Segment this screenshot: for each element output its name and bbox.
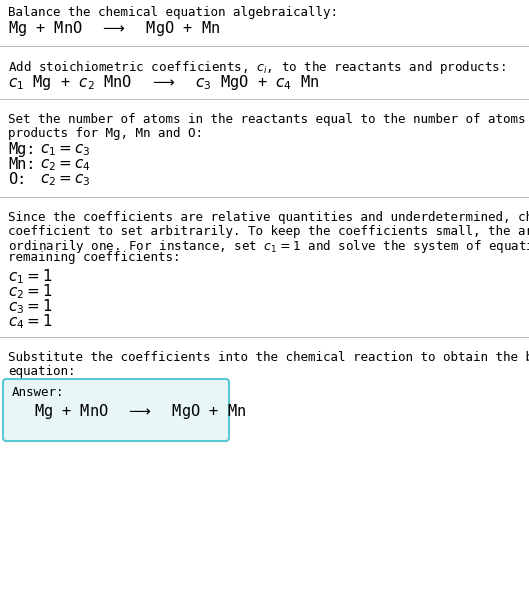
Text: $c_1 = c_3$: $c_1 = c_3$	[40, 142, 90, 158]
Text: Set the number of atoms in the reactants equal to the number of atoms in the: Set the number of atoms in the reactants…	[8, 113, 529, 126]
Text: Substitute the coefficients into the chemical reaction to obtain the balanced: Substitute the coefficients into the che…	[8, 351, 529, 364]
Text: Mg + MnO  $\longrightarrow$  MgO + Mn: Mg + MnO $\longrightarrow$ MgO + Mn	[8, 19, 220, 39]
Text: Mg:: Mg:	[8, 142, 35, 157]
Text: $c_2 = c_3$: $c_2 = c_3$	[40, 172, 90, 188]
Text: $c_3 = 1$: $c_3 = 1$	[8, 297, 52, 316]
Text: ordinarily one. For instance, set $c_1 = 1$ and solve the system of equations fo: ordinarily one. For instance, set $c_1 =…	[8, 238, 529, 255]
Text: $c_4 = 1$: $c_4 = 1$	[8, 312, 52, 330]
Text: Add stoichiometric coefficients, $c_i$, to the reactants and products:: Add stoichiometric coefficients, $c_i$, …	[8, 60, 506, 77]
Text: Answer:: Answer:	[12, 386, 65, 399]
Text: products for Mg, Mn and O:: products for Mg, Mn and O:	[8, 127, 203, 139]
Text: $c_1$ Mg + $c_2$ MnO  $\longrightarrow$  $c_3$ MgO + $c_4$ Mn: $c_1$ Mg + $c_2$ MnO $\longrightarrow$ $…	[8, 73, 320, 92]
Text: Since the coefficients are relative quantities and underdetermined, choose a: Since the coefficients are relative quan…	[8, 211, 529, 224]
Text: $c_2 = c_4$: $c_2 = c_4$	[40, 157, 91, 172]
Text: Mg + MnO  $\longrightarrow$  MgO + Mn: Mg + MnO $\longrightarrow$ MgO + Mn	[34, 402, 246, 421]
Text: remaining coefficients:: remaining coefficients:	[8, 251, 180, 265]
Text: $c_2 = 1$: $c_2 = 1$	[8, 282, 52, 301]
Text: O:: O:	[8, 172, 26, 187]
Text: equation:: equation:	[8, 364, 76, 377]
Text: coefficient to set arbitrarily. To keep the coefficients small, the arbitrary va: coefficient to set arbitrarily. To keep …	[8, 224, 529, 238]
Text: $c_1 = 1$: $c_1 = 1$	[8, 267, 52, 286]
Text: Balance the chemical equation algebraically:: Balance the chemical equation algebraica…	[8, 6, 338, 19]
FancyBboxPatch shape	[3, 379, 229, 441]
Text: Mn:: Mn:	[8, 157, 35, 172]
